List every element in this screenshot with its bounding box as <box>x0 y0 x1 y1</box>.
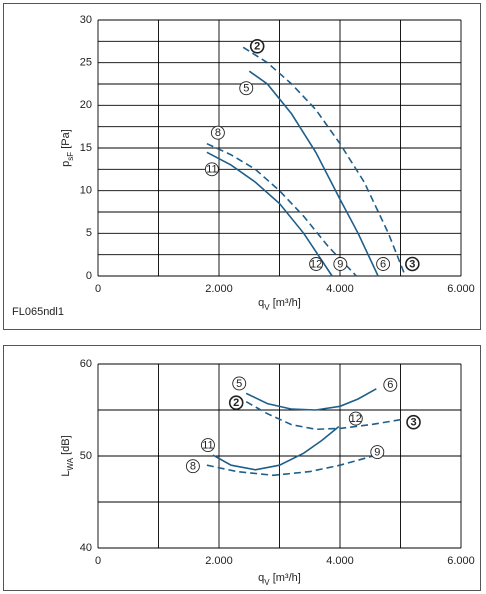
x-axis-label-sub: V <box>264 303 270 312</box>
x-tick-label: 0 <box>95 283 101 295</box>
point-label-circle <box>200 438 215 453</box>
point-label-circle <box>406 414 421 430</box>
point-label-circle <box>239 81 254 96</box>
curve <box>206 151 333 277</box>
point-label: 11 <box>202 439 213 451</box>
point-label: 6 <box>380 258 386 270</box>
y-axis-label-main: L <box>60 471 72 477</box>
y-axis-label-sub: sF <box>66 152 75 161</box>
x-axis-label-rest: [m³/h] <box>270 572 301 584</box>
y-tick-label: 5 <box>86 227 92 239</box>
y-tick-label: 0 <box>86 270 92 282</box>
x-tick-label: 6.000 <box>447 555 475 567</box>
x-axis-label-rest: [m³/h] <box>270 297 301 309</box>
point-label: 9 <box>337 258 343 270</box>
point-label: 3 <box>409 258 415 270</box>
point-label: 8 <box>190 461 196 473</box>
point-label-circle <box>204 162 219 177</box>
point-label-circle <box>348 411 363 426</box>
x-tick-label: 6.000 <box>447 283 475 295</box>
point-label: 6 <box>387 379 393 391</box>
y-tick-label: 60 <box>80 358 92 370</box>
y-tick-label: 30 <box>80 14 92 26</box>
x-axis-label: qV [m³/h] <box>258 297 301 312</box>
point-label-circle <box>210 125 225 140</box>
y-axis-label-sub: WA <box>66 457 75 470</box>
point-label: 5 <box>236 378 242 390</box>
point-label-circle <box>370 445 385 460</box>
y-axis-label-rest: [dB] <box>60 435 72 458</box>
curve <box>242 46 407 277</box>
y-axis-label: psF [Pa] <box>60 129 75 167</box>
y-tick-label: 25 <box>80 57 92 69</box>
point-label: 3 <box>410 417 416 429</box>
x-tick-label: 2.000 <box>205 555 233 567</box>
curve <box>206 142 357 277</box>
point-label-circle <box>185 459 200 474</box>
point-label-circle <box>383 377 398 392</box>
x-axis-label: qV [m³/h] <box>258 572 301 587</box>
y-tick-label: 10 <box>80 185 92 197</box>
x-tick-label: 2.000 <box>205 283 233 295</box>
curve <box>245 388 377 411</box>
point-label-circle <box>232 376 247 391</box>
y-tick-label: 40 <box>80 542 92 554</box>
point-label: 5 <box>243 83 249 95</box>
point-label: 12 <box>350 413 362 425</box>
point-label: 11 <box>206 164 217 176</box>
y-tick-label: 20 <box>80 99 92 111</box>
y-axis-label: LWA [dB] <box>60 435 75 476</box>
y-tick-label: 50 <box>80 450 92 462</box>
curve <box>248 70 379 277</box>
x-axis-label-sub: V <box>264 578 270 587</box>
x-tick-label: 0 <box>95 555 101 567</box>
point-label-circle <box>249 39 265 54</box>
y-axis-label-rest: [Pa] <box>60 129 72 152</box>
curve <box>206 454 377 477</box>
y-axis-label-main: p <box>60 161 72 167</box>
x-axis-label-main: q <box>258 297 264 309</box>
point-label: 9 <box>374 446 380 458</box>
curve <box>212 425 340 471</box>
point-label: 12 <box>310 258 322 270</box>
point-label-circle <box>309 257 324 271</box>
curve <box>245 401 404 431</box>
x-axis-label-main: q <box>258 572 264 584</box>
point-label-circle <box>405 256 420 272</box>
panel-frame <box>3 3 481 330</box>
panel-frame <box>3 345 481 591</box>
point-label-circle <box>376 257 391 271</box>
point-label-circle <box>228 395 244 411</box>
y-tick-label: 15 <box>80 142 92 154</box>
point-label: 8 <box>215 127 221 139</box>
point-label: 2 <box>254 41 260 53</box>
point-label-circle <box>333 257 348 271</box>
x-tick-label: 4.000 <box>326 555 354 567</box>
point-label: 2 <box>233 397 239 409</box>
x-tick-label: 4.000 <box>326 283 354 295</box>
footnote: FL065ndl1 <box>12 306 64 318</box>
